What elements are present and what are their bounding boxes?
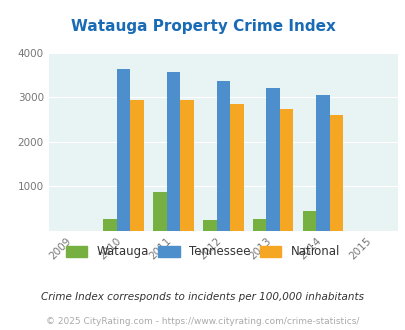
Bar (130, 100, 143, 231)
Bar (266, 88, 279, 231)
Text: © 2025 CityRating.com - https://www.cityrating.com/crime-statistics/: © 2025 CityRating.com - https://www.city… (46, 317, 359, 326)
Bar (166, 72, 180, 231)
Bar (103, 219, 117, 231)
Bar (279, 109, 293, 231)
Bar (230, 104, 243, 231)
Bar (302, 211, 315, 231)
Bar (180, 100, 193, 231)
Bar (315, 95, 329, 231)
Bar (329, 115, 342, 231)
Bar (216, 81, 230, 231)
Text: Watauga Property Crime Index: Watauga Property Crime Index (70, 19, 335, 34)
Bar (202, 220, 216, 231)
Bar (153, 192, 166, 231)
Bar (252, 219, 266, 231)
Bar (117, 69, 130, 231)
Legend: Watauga, Tennessee, National: Watauga, Tennessee, National (61, 241, 344, 263)
Text: Crime Index corresponds to incidents per 100,000 inhabitants: Crime Index corresponds to incidents per… (41, 292, 364, 302)
